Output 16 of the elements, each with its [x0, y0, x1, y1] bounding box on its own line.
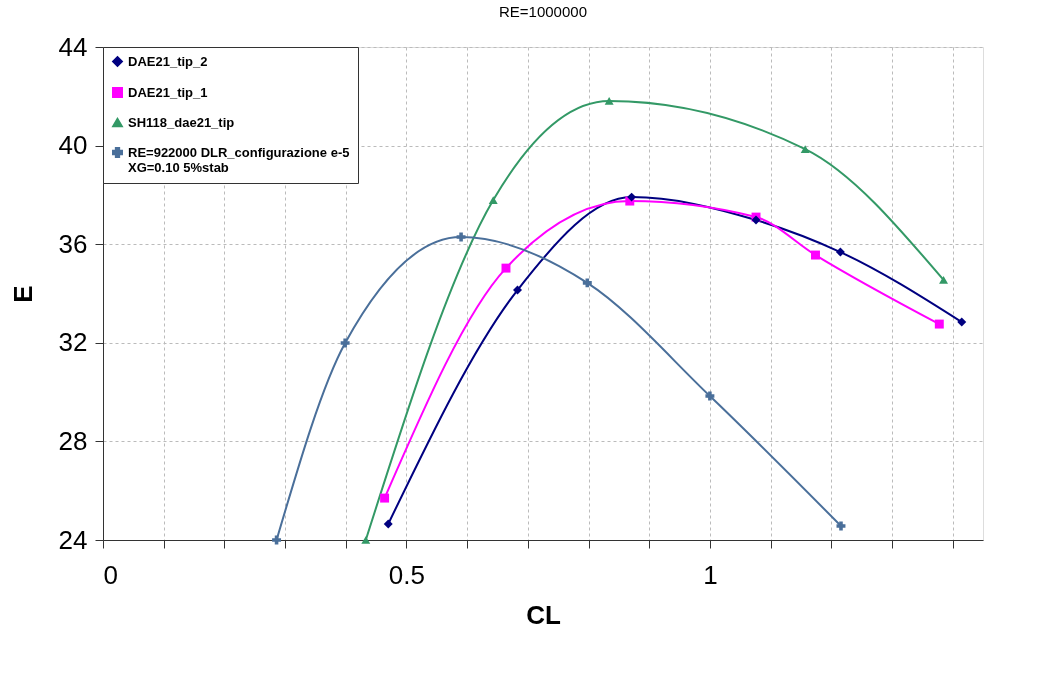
y-tick-label: 28 — [58, 425, 88, 456]
legend-label: RE=922000 DLR_configurazione e-5 XG=0.10 5%stab — [128, 144, 350, 175]
y-axis-title: E — [7, 285, 38, 303]
legend-label: DAE21_tip_2 — [128, 53, 208, 69]
y-tick-label: 40 — [58, 130, 88, 161]
y-tick-label: 32 — [58, 327, 88, 358]
x-tick-label: 0.5 — [388, 559, 426, 590]
legend-label: DAE21_tip_1 — [128, 84, 208, 100]
chart-title: RE=1000000 — [499, 3, 587, 20]
x-tick-label: 1 — [703, 559, 718, 590]
y-tick-label: 24 — [58, 524, 88, 555]
x-axis-title: CL — [526, 599, 561, 630]
legend-label: SH118_dae21_tip — [128, 114, 235, 130]
x-tick-label: 0 — [103, 559, 118, 590]
y-tick-label: 44 — [58, 31, 88, 62]
y-tick-label: 36 — [58, 228, 88, 259]
